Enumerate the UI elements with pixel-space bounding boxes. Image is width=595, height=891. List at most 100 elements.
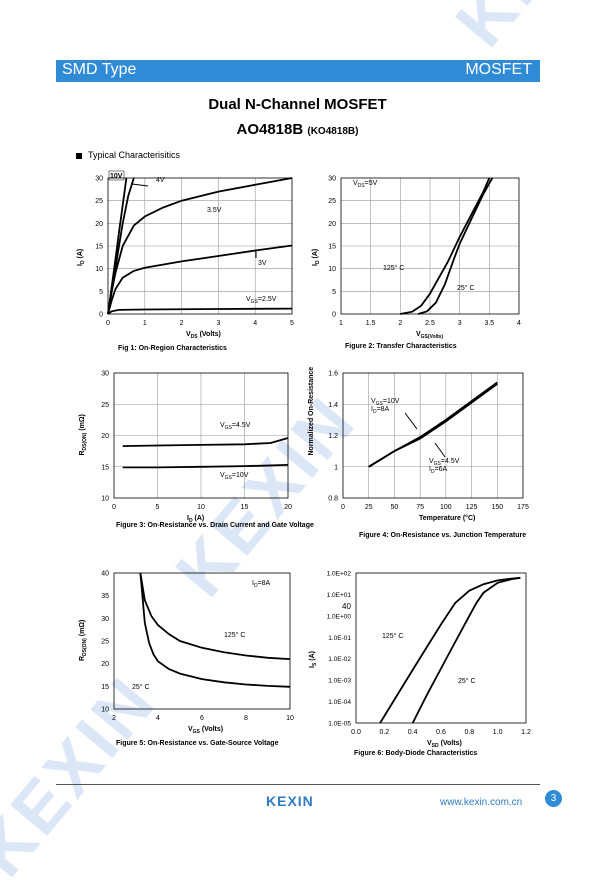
part-main: AO4818B: [236, 121, 304, 138]
series-label: VGS=10V: [220, 472, 249, 481]
y-tick-label: 0: [99, 312, 103, 319]
y-tick-label: 1.4: [328, 402, 338, 409]
y-tick-label: 1.0E+00: [327, 613, 352, 620]
y-tick-label: 30: [101, 616, 109, 623]
x-tick-label: 6: [200, 715, 204, 722]
plot-frame: [355, 572, 527, 724]
x-tick-label: 1.0: [493, 729, 503, 736]
series-line-0: [139, 572, 291, 660]
part-number: AO4818B (KO4818B): [0, 121, 595, 138]
x-tick-label: 0: [112, 504, 116, 511]
series-label: ID=8A: [371, 406, 390, 415]
series-label: 125° C: [383, 264, 404, 272]
y-tick-label: 10: [95, 266, 103, 273]
series-label-box: [108, 170, 125, 181]
kexin-logo: KEXIN: [266, 793, 314, 809]
annotation-label: VDS=5V: [353, 180, 378, 189]
x-tick-label: 4: [156, 715, 160, 722]
x-tick-label: 1.2: [521, 729, 531, 736]
y-tick-label: 30: [95, 176, 103, 183]
x-tick-label: 15: [241, 504, 249, 511]
x-tick-label: 4: [253, 320, 257, 327]
y-tick-label: 1: [334, 464, 338, 471]
x-tick-label: 1: [143, 320, 147, 327]
series-line-1: [411, 576, 521, 724]
y-tick-label: 15: [95, 244, 103, 251]
x-tick-label: 125: [466, 504, 478, 511]
y-tick-label: 0.8: [328, 496, 338, 503]
series-label: 10V: [110, 173, 123, 180]
x-axis-label: VSD (Volts): [427, 740, 462, 749]
series-line-1: [122, 464, 289, 469]
x-axis-label: VGS(Volts): [416, 331, 443, 340]
y-tick-label: 20: [95, 221, 103, 228]
part-alt: (KO4818B): [307, 126, 359, 137]
y-tick-label: 15: [328, 244, 336, 251]
footer-url[interactable]: www.kexin.com.cn: [440, 797, 523, 808]
y-tick-label: 35: [101, 593, 109, 600]
x-tick-label: 1.5: [366, 320, 376, 327]
y-tick-label: 1.6: [328, 371, 338, 378]
y-tick-label: 20: [101, 433, 109, 440]
series-label: 25° C: [132, 683, 150, 691]
x-tick-label: 5: [290, 320, 294, 327]
series-label: 3V: [258, 260, 267, 267]
x-tick-label: 0.8: [464, 729, 474, 736]
series-label: 125° C: [224, 631, 245, 639]
figure-5-chart: 2 4 6 8 10 10 15 20 25 30 35 40 125° C 25° C ID=8A VGS …: [79, 571, 294, 748]
series-label: 25° C: [457, 284, 475, 292]
stray-label: 40: [342, 602, 351, 611]
y-tick-label: 1.0E+02: [327, 571, 352, 578]
y-tick-label: 15: [101, 464, 109, 471]
y-tick-label: 1.0E-02: [328, 656, 351, 663]
x-tick-label: 25: [365, 504, 373, 511]
smd-type-label: SMD Type: [62, 61, 137, 78]
y-tick-label: 30: [328, 176, 336, 183]
series-line-1: [417, 177, 494, 315]
series-line-0: [379, 576, 521, 724]
series-label: VGS=2.5V: [246, 296, 277, 305]
y-tick-label: 1.2: [328, 433, 338, 440]
x-tick-label: 2: [398, 320, 402, 327]
y-tick-label: 30: [101, 371, 109, 378]
plot-frame: [340, 177, 520, 315]
x-tick-label: 10: [197, 504, 205, 511]
figure-3-chart: 0 5 10 15 20 10 15 20 25 30 VGS=4.5V VGS=10V ID (A) R…: [79, 371, 314, 530]
label-arrow: [434, 442, 446, 458]
label-arrow: [404, 412, 418, 430]
x-axis-label: VDS (Volts): [186, 331, 221, 340]
y-tick-label: 25: [101, 639, 109, 646]
figure-caption: Figure 3: On-Resistance vs. Drain Curren…: [116, 522, 314, 529]
figure-1-chart: 0 1 2 3 4 5 0 5 10 15 20 25 30 10V 4V 3.5V 3V VGS=2.5V VDS…: [77, 170, 294, 352]
y-tick-label: 5: [99, 289, 103, 296]
series-line-0: [122, 437, 289, 447]
section-heading: Typical Characterisitics: [76, 150, 180, 160]
y-tick-label: 1.0E-05: [328, 721, 351, 728]
plot-frame: [113, 372, 289, 499]
x-axis-label: ID (A): [187, 515, 204, 524]
x-tick-label: 1: [339, 320, 343, 327]
x-tick-label: 2: [112, 715, 116, 722]
x-tick-label: 0.2: [379, 729, 389, 736]
y-tick-label: 5: [332, 289, 336, 296]
x-tick-label: 20: [284, 504, 292, 511]
y-tick-label: 20: [101, 661, 109, 668]
x-tick-label: 3.5: [484, 320, 494, 327]
figure-caption: Figure 5: On-Resistance vs. Gate-Source …: [116, 740, 279, 747]
series-label: ID=6A: [429, 466, 448, 475]
y-tick-label: 25: [101, 402, 109, 409]
series-label: VGS=4.5V: [220, 422, 251, 431]
y-tick-label: 15: [101, 684, 109, 691]
y-axis-label: RDS(ON) (mΩ): [79, 414, 88, 455]
x-tick-label: 0.0: [351, 729, 361, 736]
y-tick-label: 10: [101, 707, 109, 714]
y-tick-label: 25: [95, 198, 103, 205]
series-line-2: [107, 177, 293, 315]
y-tick-label: 0: [332, 312, 336, 319]
y-axis-label: ID (A): [312, 249, 321, 266]
page-number-badge: 3: [545, 790, 562, 807]
figure-caption: Figure 2: Transfer Characteristics: [345, 343, 457, 350]
series-line-4: [107, 307, 293, 315]
x-tick-label: 8: [244, 715, 248, 722]
y-tick-label: 1.0E+01: [327, 592, 352, 599]
